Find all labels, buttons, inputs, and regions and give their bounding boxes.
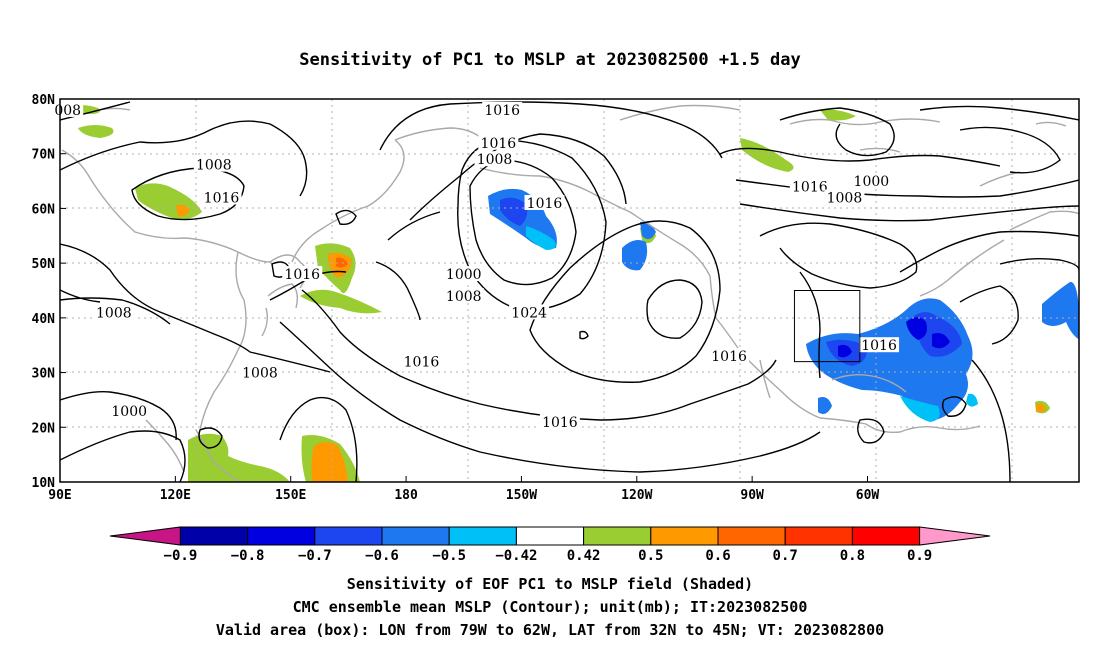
grid-layer	[60, 99, 1079, 482]
colorbar-swatch	[448, 526, 517, 546]
isobar-label: 1016	[204, 190, 240, 206]
colorbar-overflow-triangle	[919, 526, 991, 546]
isobar-label-bg	[524, 194, 565, 210]
isobar-label-bg	[109, 402, 150, 418]
isobar-label-bg	[193, 156, 234, 172]
isobar-label: 1024	[511, 305, 547, 321]
isobar-label: 1000	[111, 404, 147, 420]
colorbar-label: −0.8	[231, 548, 265, 564]
isobar-label: 1016	[542, 415, 578, 431]
isobar-label-bg	[443, 266, 484, 282]
isobar-label: 1008	[96, 305, 132, 321]
lat-tick-label: 30N	[32, 367, 56, 382]
isobar-label-bg	[401, 353, 442, 369]
isobar-label-bg	[201, 189, 242, 205]
lon-tick-label: 180	[394, 488, 418, 503]
colorbar-underflow-triangle	[109, 526, 181, 546]
footer-shading-note: Sensitivity of EOF PC1 to MSLP field (Sh…	[346, 575, 754, 593]
colorbar-swatch	[179, 526, 249, 546]
colorbar-swatch	[381, 526, 450, 546]
isobar-label: 1000	[854, 174, 890, 190]
isobar-label-bg	[482, 101, 523, 117]
lat-tick-label: 20N	[32, 421, 56, 436]
lat-tick-label: 60N	[32, 202, 56, 217]
lon-tick-label: 90W	[740, 488, 764, 503]
isobar-label: 1008	[446, 289, 482, 305]
isobar-label: 1016	[481, 136, 517, 152]
isobar-label-bg	[282, 266, 323, 282]
isobar-label-bg	[509, 304, 550, 320]
isobar-label: 1016	[711, 349, 747, 365]
colorbar: −0.9 −0.8 −0.7 −0.6 −0.5 −0.42 0.42 0.5 0.6 0.7 0.…	[109, 526, 991, 564]
colorbar-swatch	[583, 526, 652, 546]
lat-tick-label: 70N	[32, 148, 56, 163]
footer-valid-area-note: Valid area (box): LON from 79W to 62W, L…	[215, 621, 885, 639]
isobar-label: 1016	[284, 267, 320, 283]
colorbar-swatch	[650, 526, 719, 546]
colorbar-label: −0.9	[164, 548, 198, 564]
isobar-label: 1008	[196, 158, 232, 174]
lon-tick-label: 150W	[506, 488, 537, 503]
isobar-label-bg	[478, 134, 519, 150]
isobar-label: 1008	[827, 190, 863, 206]
colorbar-label: −0.7	[298, 548, 332, 564]
lon-tick-label: 90E	[48, 488, 71, 503]
colorbar-label: 0.9	[907, 548, 932, 564]
lat-tick-label: 50N	[32, 257, 56, 272]
isobar-label: 1016	[527, 196, 563, 212]
isobar-label-bg	[789, 178, 830, 194]
lon-tick-label: 60W	[856, 488, 880, 503]
isobar-label: 1016	[792, 180, 828, 196]
isobar-label: 008	[54, 103, 81, 119]
colorbar-swatch	[717, 526, 786, 546]
isobar-label: 1016	[484, 103, 520, 119]
isobar-label-bg	[859, 337, 900, 353]
isobar-label-bg	[824, 189, 865, 205]
lon-tick-label: 150E	[275, 488, 306, 503]
isobar-label-bg	[474, 151, 515, 167]
lat-tick-label: 80N	[32, 93, 56, 108]
isobar-label: 1000	[446, 267, 482, 283]
lon-tick-label: 120W	[621, 488, 652, 503]
isobar-label: 1016	[861, 338, 897, 354]
isobar-label: 1008	[477, 152, 513, 168]
isobar-label-bg	[851, 173, 892, 189]
lon-tick-label: 120E	[160, 488, 191, 503]
isobar-labels: 0081008101610161016100810161000100810161…	[52, 101, 900, 431]
map-title: Sensitivity of PC1 to MSLP at 2023082500…	[299, 50, 801, 70]
longitude-axis: 90E 120E 150E 180 150W 120W 90W 60W	[48, 476, 879, 503]
isobar-label: 1016	[404, 355, 440, 371]
valid-area-box	[793, 290, 861, 363]
colorbar-label: 0.7	[773, 548, 798, 564]
isobar-label-bg	[709, 348, 750, 364]
colorbar-label: 0.6	[705, 548, 730, 564]
colorbar-swatch	[515, 526, 585, 546]
lat-tick-label: 10N	[32, 476, 56, 491]
colorbar-swatch	[851, 526, 921, 546]
lat-tick-label: 40N	[32, 312, 56, 327]
isobar-label-bg	[239, 364, 280, 380]
colorbar-label: 0.8	[840, 548, 865, 564]
colorbar-label: −0.42	[495, 548, 537, 564]
shading-layer	[65, 105, 1079, 482]
colorbar-label: −0.5	[432, 548, 466, 564]
isobar-label: 1008	[242, 366, 278, 382]
colorbar-label: 0.42	[567, 548, 601, 564]
footer-contour-note: CMC ensemble mean MSLP (Contour); unit(m…	[292, 598, 808, 616]
colorbar-swatch	[314, 526, 383, 546]
colorbar-swatch	[784, 526, 853, 546]
isobar-label-bg	[539, 413, 580, 429]
isobar-label-bg	[93, 304, 134, 320]
plot-frame	[59, 98, 1080, 483]
isobar-label-bg	[443, 287, 484, 303]
coastline-layer	[61, 104, 1079, 482]
latitude-axis: 80N 70N 60N 50N 40N 30N 20N 10N	[32, 93, 66, 491]
colorbar-swatch	[247, 526, 316, 546]
colorbar-label: −0.6	[365, 548, 399, 564]
colorbar-label: 0.5	[638, 548, 663, 564]
